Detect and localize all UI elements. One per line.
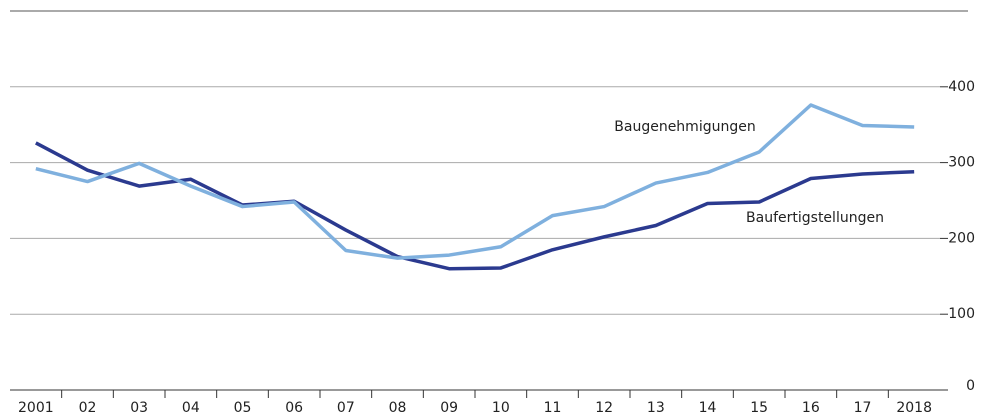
y-tick-label: 200 (948, 230, 975, 246)
x-tick-label: 03 (130, 400, 148, 416)
series-label: Baugenehmigungen (614, 119, 755, 135)
line-series (35, 103, 915, 260)
y-tick-label: 100 (948, 306, 975, 322)
x-tick-label: 2018 (896, 400, 932, 416)
y-tick-label: 400 (948, 79, 975, 95)
x-tick-label: 12 (595, 400, 613, 416)
x-tick-label: 04 (182, 400, 200, 416)
x-tick-label: 10 (492, 400, 510, 416)
x-tick-label: 13 (647, 400, 665, 416)
x-tick-label: 02 (79, 400, 97, 416)
x-tick-label: 17 (854, 400, 872, 416)
x-tick-label: 15 (750, 400, 768, 416)
x-tick-label: 05 (234, 400, 252, 416)
x-tick-label: 08 (389, 400, 407, 416)
x-tick-label: 2001 (18, 400, 54, 416)
y-tick-label: 300 (948, 155, 975, 171)
x-tick-label: 07 (337, 400, 355, 416)
series-label: Baufertigstellungen (746, 210, 884, 226)
x-tick-label: 11 (544, 400, 562, 416)
y-tick-label: 0 (966, 378, 975, 394)
x-tick-label: 14 (699, 400, 717, 416)
x-tick-label: 09 (440, 400, 458, 416)
x-tick-label: 16 (802, 400, 820, 416)
x-tick-label: 06 (285, 400, 303, 416)
